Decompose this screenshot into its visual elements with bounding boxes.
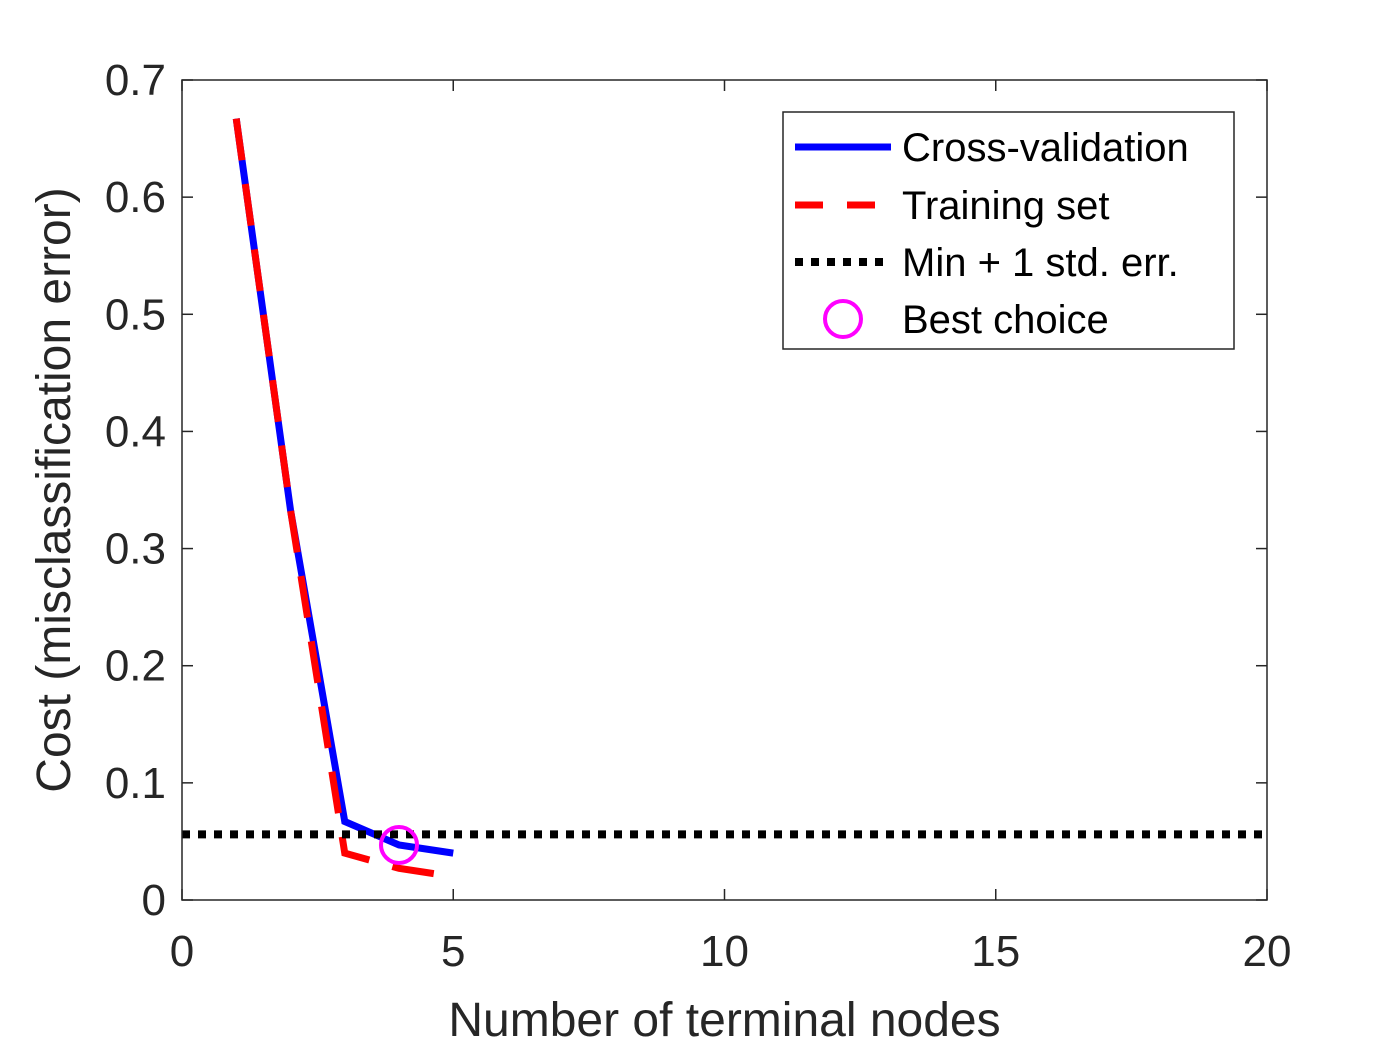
y-tick-label: 0.3 [105, 525, 166, 574]
best-choice-marker [379, 824, 419, 865]
x-tick-label: 20 [1243, 927, 1292, 976]
x-tick-label: 10 [700, 927, 749, 976]
legend-label: Best choice [902, 298, 1109, 342]
y-axis-label: Cost (misclassification error) [28, 187, 81, 792]
y-tick-label: 0.5 [105, 290, 166, 339]
legend-label: Min + 1 std. err. [902, 241, 1179, 285]
legend-label: Cross-validation [902, 126, 1189, 170]
series-line-training-set [232, 118, 454, 881]
axes-box [181, 79, 1268, 901]
legend-marker [823, 299, 863, 339]
legend-label: Training set [902, 184, 1110, 228]
x-tick-label: 5 [441, 927, 465, 976]
x-tick-label: 0 [170, 927, 194, 976]
y-tick-label: 0.7 [105, 56, 166, 105]
x-axis-label: Number of terminal nodes [448, 994, 1000, 1047]
legend: Cross-validation Training set Min + 1 std.… [782, 111, 1235, 350]
axis-ticks: 0 5 10 15 20 0 0.1 0.2 0.3 0.4 0.5 0.6 0.7 [105, 56, 1292, 976]
y-tick-label: 0.4 [105, 407, 166, 456]
y-tick-label: 0 [142, 876, 166, 925]
y-tick-label: 0.2 [105, 642, 166, 691]
y-tick-label: 0.6 [105, 173, 166, 222]
series-layer [182, 118, 1267, 881]
y-tick-label: 0.1 [105, 759, 166, 808]
x-tick-label: 15 [971, 927, 1020, 976]
